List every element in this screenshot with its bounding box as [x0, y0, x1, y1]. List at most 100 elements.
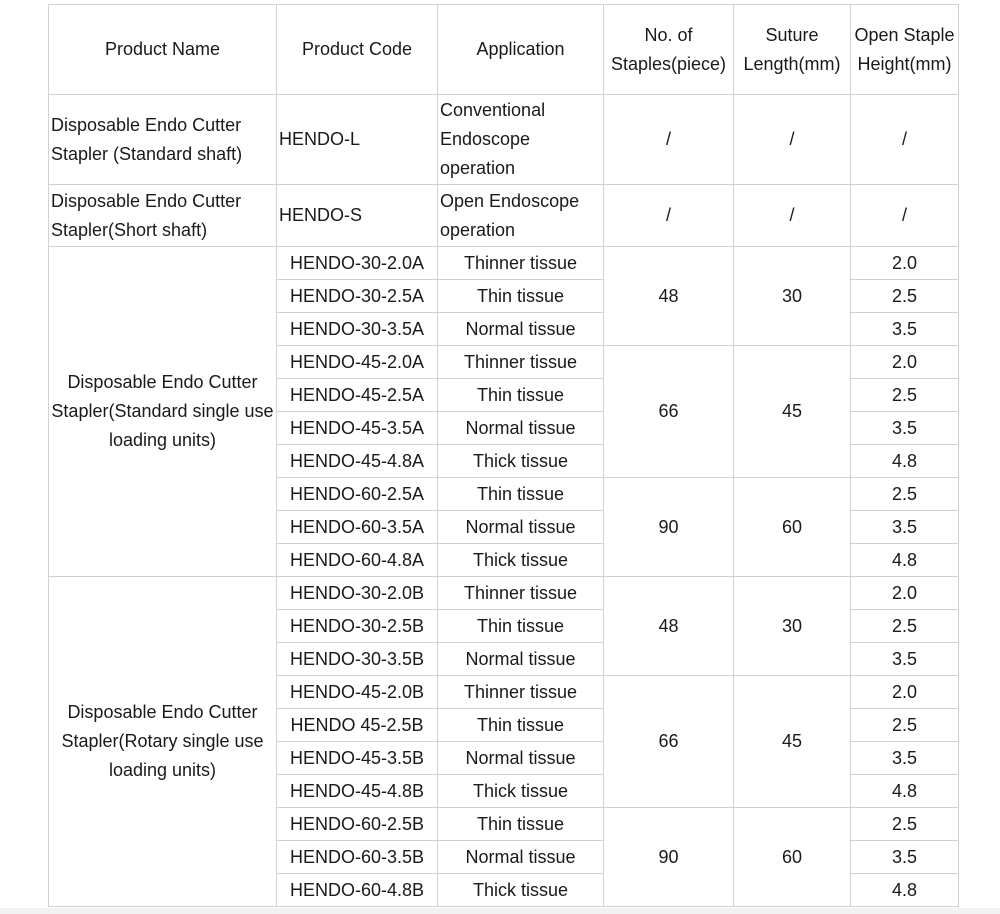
product-code-cell: HENDO-60-3.5A [276, 510, 438, 544]
staple-height-cell: 3.5 [850, 741, 959, 775]
header-row: Product Name Product Code Application No… [48, 4, 959, 95]
application-cell: Thick tissue [437, 444, 604, 478]
product-name-cell: Disposable Endo Cutter Stapler(Rotary si… [48, 576, 277, 907]
application-cell: Thinner tissue [437, 345, 604, 379]
staple-height-cell: 3.5 [850, 510, 959, 544]
suture-length-cell: 60 [733, 807, 851, 907]
table-row: HENDO-45-2.5A Thin tissue 2.5 [49, 378, 959, 412]
staple-height-cell: 2.0 [850, 246, 959, 280]
table-row: HENDO-45-3.5A Normal tissue 3.5 [49, 411, 959, 445]
product-code-cell: HENDO-30-3.5B [276, 642, 438, 676]
product-code-cell: HENDO-45-3.5B [276, 741, 438, 775]
staple-height-cell: 2.0 [850, 576, 959, 610]
product-code-cell: HENDO-60-4.8B [276, 873, 438, 907]
application-cell: Conventional Endoscope operation [437, 94, 604, 185]
product-code-cell: HENDO-30-2.0B [276, 576, 438, 610]
staples-cell: 66 [603, 675, 734, 808]
application-cell: Thick tissue [437, 543, 604, 577]
product-code-cell: HENDO-30-2.5B [276, 609, 438, 643]
application-cell: Thin tissue [437, 279, 604, 313]
application-cell: Thinner tissue [437, 246, 604, 280]
header-product-code: Product Code [276, 4, 438, 95]
product-code-cell: HENDO-45-3.5A [276, 411, 438, 445]
staple-height-cell: / [850, 94, 959, 185]
table-row: HENDO-45-4.8A Thick tissue 4.8 [49, 444, 959, 478]
table-row: HENDO-30-2.5A Thin tissue 2.5 [49, 279, 959, 313]
application-cell: Normal tissue [437, 741, 604, 775]
suture-length-cell: 30 [733, 246, 851, 346]
product-code-cell: HENDO-45-2.5A [276, 378, 438, 412]
staple-height-cell: 2.0 [850, 345, 959, 379]
table-row: Disposable Endo Cutter Stapler(Standard … [48, 246, 959, 577]
staple-height-cell: 2.5 [850, 609, 959, 643]
staple-height-cell: 2.5 [850, 708, 959, 742]
suture-length-cell: 45 [733, 345, 851, 478]
staples-cell: 90 [603, 807, 734, 907]
staple-height-cell: 2.0 [850, 675, 959, 709]
staples-cell: 48 [603, 576, 734, 676]
staple-height-cell: 3.5 [850, 642, 959, 676]
product-code-cell: HENDO-60-4.8A [276, 543, 438, 577]
staples-cell: 90 [603, 477, 734, 577]
application-cell: Thick tissue [437, 774, 604, 808]
product-code-cell: HENDO-45-2.0A [276, 345, 438, 379]
product-code-cell: HENDO-L [276, 94, 438, 185]
suture-length-cell: / [733, 184, 851, 247]
table-row: HENDO 45-2.5B Thin tissue 2.5 [49, 708, 959, 742]
staples-cell: 66 [603, 345, 734, 478]
table-row: HENDO-60-4.8A Thick tissue 4.8 [49, 543, 959, 577]
product-code-cell: HENDO-60-2.5A [276, 477, 438, 511]
product-code-cell: HENDO-30-3.5A [276, 312, 438, 346]
application-cell: Thin tissue [437, 807, 604, 841]
header-staple-height: Open Staple Height(mm) [850, 4, 959, 95]
application-cell: Normal tissue [437, 312, 604, 346]
application-cell: Open Endoscope operation [437, 184, 604, 247]
product-name-cell: Disposable Endo Cutter Stapler (Standard… [48, 94, 277, 185]
application-cell: Thin tissue [437, 609, 604, 643]
product-code-cell: HENDO-45-2.0B [276, 675, 438, 709]
application-cell: Thin tissue [437, 378, 604, 412]
table-row: HENDO-30-3.5A Normal tissue 3.5 [49, 312, 959, 346]
table-row: HENDO-45-3.5B Normal tissue 3.5 [49, 741, 959, 775]
table-row: Disposable Endo Cutter Stapler (Standard… [48, 94, 959, 185]
staple-height-cell: 4.8 [850, 873, 959, 907]
table-row: HENDO-60-3.5A Normal tissue 3.5 [49, 510, 959, 544]
staple-height-cell: 3.5 [850, 312, 959, 346]
application-cell: Normal tissue [437, 510, 604, 544]
table-row: HENDO-45-4.8B Thick tissue 4.8 [49, 774, 959, 808]
table-row: Disposable Endo Cutter Stapler(Rotary si… [48, 576, 959, 907]
product-code-cell: HENDO-45-4.8A [276, 444, 438, 478]
table-body: Disposable Endo Cutter Stapler (Standard… [48, 94, 959, 907]
product-spec-table: Product Name Product Code Application No… [48, 4, 959, 907]
header-application: Application [437, 4, 604, 95]
staple-height-cell: 3.5 [850, 411, 959, 445]
staples-cell: / [603, 184, 734, 247]
staple-height-cell: 4.8 [850, 444, 959, 478]
application-cell: Thin tissue [437, 708, 604, 742]
staple-height-cell: 3.5 [850, 840, 959, 874]
application-cell: Normal tissue [437, 840, 604, 874]
staple-height-cell: 4.8 [850, 543, 959, 577]
application-cell: Thinner tissue [437, 576, 604, 610]
product-code-cell: HENDO-S [276, 184, 438, 247]
product-code-cell: HENDO-60-2.5B [276, 807, 438, 841]
header-suture-length: Suture Length(mm) [733, 4, 851, 95]
staples-cell: 48 [603, 246, 734, 346]
table-row: HENDO-60-2.5B Thin tissue 90 60 2.5 [49, 807, 959, 907]
staple-height-cell: 4.8 [850, 774, 959, 808]
staples-cell: / [603, 94, 734, 185]
application-cell: Thick tissue [437, 873, 604, 907]
table-row: HENDO-45-2.0B Thinner tissue 66 45 2.0 [49, 675, 959, 808]
table-row: HENDO-60-2.5A Thin tissue 90 60 2.5 [49, 477, 959, 577]
bottom-bar [0, 908, 1000, 914]
product-name-cell: Disposable Endo Cutter Stapler(Short sha… [48, 184, 277, 247]
table-row: HENDO-45-2.0A Thinner tissue 66 45 2.0 [49, 345, 959, 478]
suture-length-cell: 60 [733, 477, 851, 577]
product-name-cell: Disposable Endo Cutter Stapler(Standard … [48, 246, 277, 577]
staple-height-cell: 2.5 [850, 378, 959, 412]
product-code-cell: HENDO-45-4.8B [276, 774, 438, 808]
product-code-cell: HENDO-30-2.5A [276, 279, 438, 313]
header-staples: No. of Staples(piece) [603, 4, 734, 95]
product-code-cell: HENDO-60-3.5B [276, 840, 438, 874]
application-cell: Thin tissue [437, 477, 604, 511]
